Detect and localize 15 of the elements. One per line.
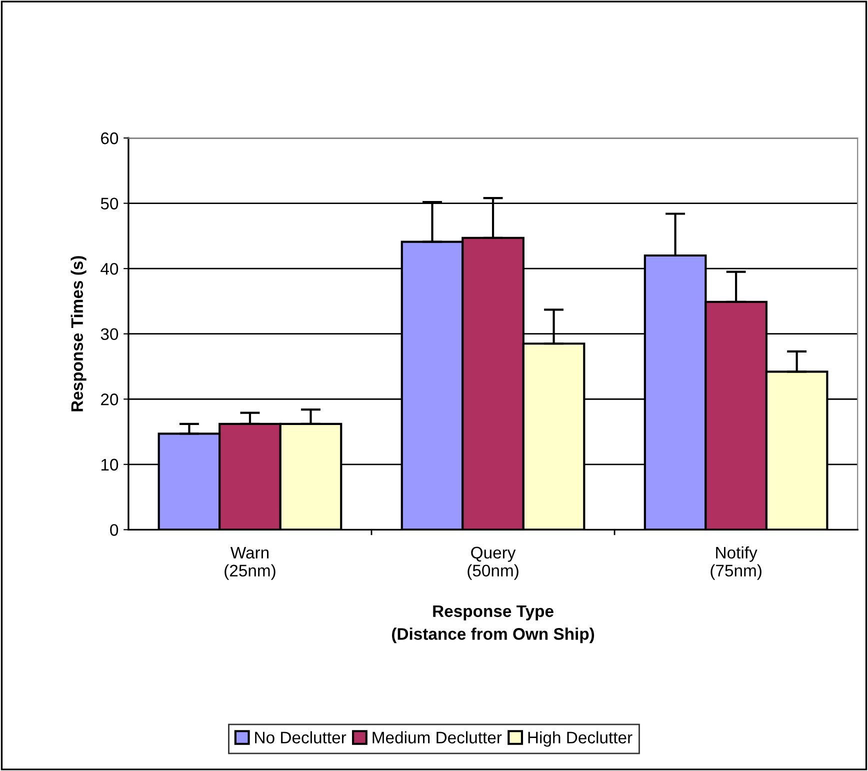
y-tick-label: 50: [100, 198, 118, 210]
y-tick-label: 30: [100, 328, 118, 340]
y-tick-label: 20: [101, 394, 118, 406]
y-tick-label: 10: [101, 458, 118, 471]
y-tick-label: 60: [101, 132, 118, 144]
legend-label: No Declutter: [255, 731, 346, 744]
y-tick-label: 0: [110, 524, 118, 536]
x-tick-label: Notify (75nm): [710, 546, 762, 580]
y-axis-title: Response Times (s): [70, 256, 86, 412]
legend-label: High Declutter: [528, 731, 632, 747]
x-tick-label: Query (50nm): [468, 546, 518, 580]
x-tick-label: Warn (25nm): [224, 546, 276, 580]
x-axis-title: Response Type (Distance from Own Ship): [392, 605, 594, 644]
y-tick-label: 40: [100, 262, 118, 275]
legend-label: Medium Declutter: [372, 731, 502, 744]
